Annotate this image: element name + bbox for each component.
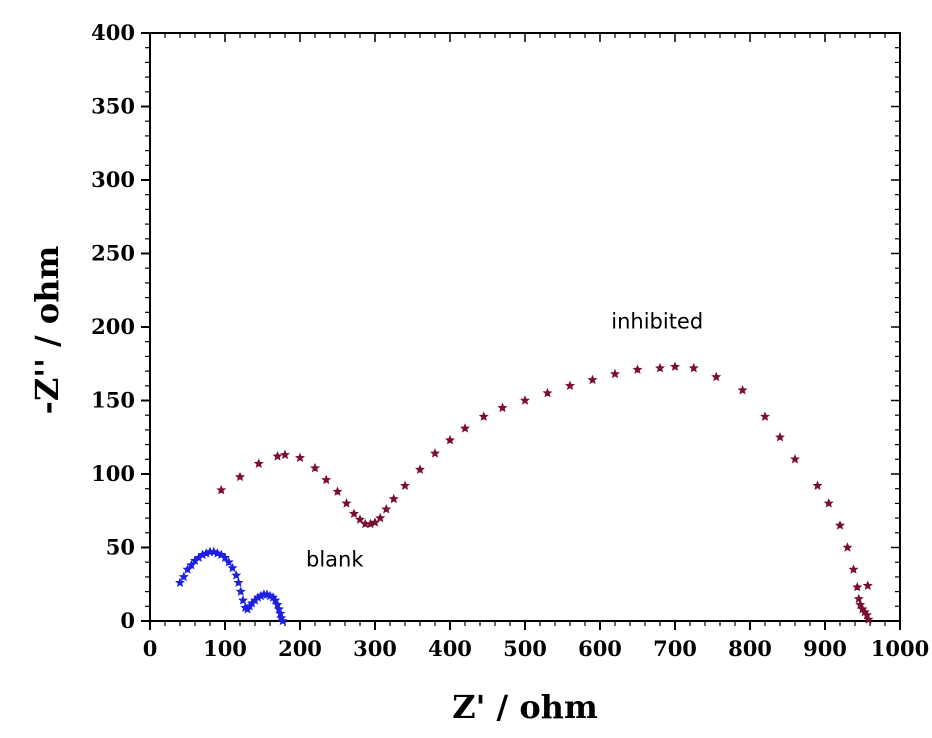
x-tick-label: 100 — [203, 636, 247, 661]
data-point — [341, 498, 352, 508]
data-point — [186, 559, 197, 570]
data-marks — [175, 361, 874, 626]
data-point — [235, 471, 245, 482]
x-tick-label: 700 — [653, 636, 697, 661]
data-point — [182, 564, 193, 574]
plot-area — [149, 32, 901, 622]
data-point — [220, 552, 230, 563]
plot-frame — [149, 32, 901, 622]
data-point — [280, 449, 290, 460]
data-point — [823, 498, 834, 508]
x-tick-label: 500 — [503, 636, 547, 661]
y-tick-label: 0 — [120, 608, 135, 633]
data-point — [349, 508, 359, 518]
y-tick-label: 50 — [106, 535, 135, 560]
series-1-group — [216, 361, 874, 624]
y-tick-label: 200 — [91, 314, 135, 339]
x-tick-label: 200 — [278, 636, 322, 661]
data-point — [400, 480, 410, 491]
x-tick-label: 800 — [728, 636, 772, 661]
data-point — [565, 380, 575, 391]
data-point — [460, 423, 470, 433]
data-point — [863, 614, 874, 624]
data-point — [235, 586, 246, 596]
x-tick-label: 400 — [428, 636, 472, 661]
data-point — [388, 493, 399, 504]
data-point — [216, 484, 227, 495]
data-point — [688, 362, 699, 373]
x-tick-label: 900 — [803, 636, 847, 661]
data-point — [175, 577, 185, 588]
x-tick-label: 0 — [143, 636, 158, 661]
data-point — [862, 580, 873, 590]
data-point — [790, 454, 800, 464]
data-point — [670, 361, 680, 371]
data-point — [381, 504, 392, 514]
data-point — [610, 368, 620, 379]
data-point — [520, 395, 530, 405]
data-point — [478, 411, 489, 421]
data-point — [842, 542, 853, 552]
data-point — [587, 374, 598, 385]
data-point — [852, 581, 863, 592]
data-point — [238, 595, 248, 605]
data-point — [835, 520, 845, 530]
data-point — [415, 464, 425, 474]
y-tick-label: 100 — [91, 461, 135, 486]
x-tick-label: 1000 — [871, 636, 929, 661]
data-point — [775, 432, 785, 442]
x-tick-label: 600 — [578, 636, 622, 661]
y-tick-label: 350 — [91, 94, 135, 119]
data-point — [497, 402, 508, 413]
y-tick-label: 400 — [91, 20, 135, 45]
y-tick-label: 250 — [91, 241, 135, 266]
data-point — [737, 384, 748, 395]
data-point — [178, 571, 189, 582]
data-point — [711, 371, 722, 382]
data-point — [853, 593, 864, 604]
data-point — [848, 564, 859, 574]
data-point — [227, 562, 238, 573]
data-point — [812, 480, 823, 491]
data-point — [233, 577, 244, 588]
data-point — [310, 462, 320, 473]
data-point — [542, 387, 553, 398]
axes-layer — [141, 32, 901, 630]
y-axis-title: -Z'' / ohm — [28, 246, 66, 415]
data-point — [272, 451, 283, 461]
data-point — [321, 474, 332, 485]
data-point — [231, 570, 242, 580]
data-point — [223, 556, 234, 567]
data-point — [295, 452, 305, 463]
y-tick-label: 150 — [91, 388, 135, 413]
data-point — [655, 362, 665, 373]
data-point — [332, 486, 343, 496]
data-point — [277, 615, 288, 626]
y-tick-label: 300 — [91, 167, 135, 192]
data-point — [632, 364, 643, 374]
chart-labels: 0 100 200 300 400 500 600 700 800 900 1000 0 50 100 15… — [91, 20, 929, 661]
data-point — [760, 411, 770, 421]
series-0-group — [175, 546, 288, 626]
annotation-label: inhibited — [611, 309, 703, 333]
x-axis-title: Z' / ohm — [452, 688, 598, 726]
data-point — [445, 434, 455, 445]
data-point — [430, 448, 440, 458]
data-point — [375, 512, 386, 523]
data-point — [253, 458, 264, 468]
annotation-label: blank — [306, 548, 364, 572]
x-tick-label: 300 — [353, 636, 397, 661]
data-point — [355, 514, 365, 524]
